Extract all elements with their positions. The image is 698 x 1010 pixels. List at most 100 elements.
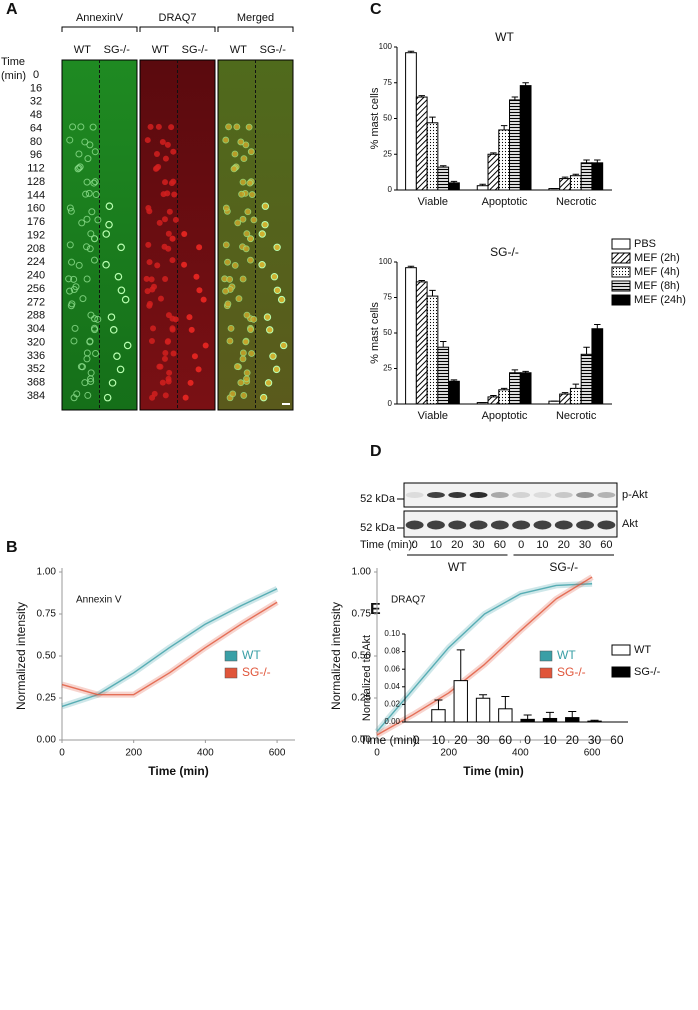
- x-axis-label: Time (min): [148, 764, 208, 778]
- cell: [91, 235, 99, 243]
- cell: [159, 138, 166, 145]
- lane-label: 60: [600, 539, 612, 551]
- legend-label: WT: [634, 644, 651, 656]
- x-tick-label: 400: [512, 748, 529, 759]
- cell: [102, 260, 110, 269]
- cell: [165, 312, 172, 319]
- chart-title: SG-/-: [490, 245, 519, 259]
- header-bracket: [61, 26, 138, 32]
- chart-title: DRAQ7: [391, 595, 426, 606]
- cell: [243, 375, 250, 383]
- cell: [243, 311, 251, 319]
- cell: [108, 379, 117, 387]
- y-tick-label: 0.00: [37, 735, 57, 746]
- cell: [264, 379, 273, 387]
- header-bracket: [139, 26, 216, 32]
- blot-band: [597, 520, 616, 530]
- error-bar: [450, 379, 458, 382]
- cell: [273, 243, 281, 252]
- cell: [239, 178, 247, 186]
- cell: [148, 276, 155, 283]
- cell: [66, 287, 74, 295]
- x-tick-label: 0: [59, 748, 65, 759]
- cell: [162, 276, 169, 283]
- x-tick-label: 10: [432, 733, 446, 747]
- cell: [182, 394, 189, 401]
- cell: [202, 342, 209, 349]
- cell: [222, 136, 230, 144]
- cell: [224, 258, 231, 266]
- cell: [231, 150, 239, 158]
- cell: [165, 230, 172, 237]
- time-label: 384: [27, 390, 45, 402]
- group-label: SG-/-: [549, 560, 578, 574]
- error-bar: [434, 699, 443, 710]
- cell: [165, 245, 172, 252]
- cell: [242, 141, 250, 149]
- cell: [77, 123, 85, 131]
- y-tick-label: 0.50: [37, 651, 57, 662]
- cell: [234, 363, 241, 370]
- cell: [91, 148, 99, 156]
- legend-label: SG-/-: [557, 665, 586, 679]
- time-title: (min): [1, 70, 26, 82]
- legend-label: MEF (4h): [634, 266, 680, 278]
- y-tick-label: 100: [379, 42, 393, 51]
- cell: [149, 286, 156, 293]
- bar: [519, 85, 532, 191]
- cell: [84, 391, 92, 399]
- marker-label: 52 kDa: [360, 522, 396, 534]
- cell: [166, 369, 173, 376]
- cell: [67, 207, 75, 215]
- cell: [161, 216, 168, 223]
- time-label: 192: [27, 229, 45, 241]
- lane-label: 0: [518, 539, 524, 551]
- cell: [170, 350, 177, 357]
- cell: [162, 392, 169, 399]
- cell: [92, 349, 100, 357]
- bar: [559, 393, 571, 405]
- bar: [569, 387, 582, 405]
- cell: [91, 326, 99, 334]
- cell: [78, 219, 86, 227]
- bar: [580, 353, 593, 405]
- cell: [224, 300, 232, 308]
- y-axis-label: Normalized intensity: [329, 602, 343, 710]
- bar: [448, 182, 460, 191]
- error-bar: [572, 383, 580, 389]
- trend-line: [376, 583, 593, 733]
- error-bar: [583, 159, 590, 163]
- blot-band: [490, 520, 509, 530]
- time-label: 256: [27, 283, 45, 295]
- time-label: 144: [27, 189, 45, 201]
- cell: [222, 287, 229, 295]
- cell: [152, 165, 159, 172]
- cell: [243, 230, 251, 238]
- blot-band: [533, 492, 552, 498]
- cell: [117, 243, 125, 252]
- bar: [509, 99, 521, 191]
- marker-label: 52 kDa: [360, 493, 396, 505]
- cell: [164, 141, 171, 148]
- legend-swatch: [611, 238, 631, 250]
- time-label: 304: [27, 323, 45, 335]
- legend-label: MEF (8h): [634, 280, 680, 292]
- legend-swatch: [224, 650, 238, 662]
- cell: [222, 241, 230, 249]
- channel-header: DRAQ7: [159, 12, 197, 24]
- y-axis-label: Normalized to Akt: [361, 635, 373, 721]
- time-label: 224: [27, 256, 45, 268]
- legend-swatch: [611, 266, 631, 278]
- error-bar: [440, 341, 447, 348]
- x-tick-label: 600: [584, 748, 601, 759]
- bar: [437, 166, 450, 191]
- legend-label: WT: [242, 648, 261, 662]
- y-tick-label: 0.10: [384, 629, 400, 638]
- blot-band: [512, 520, 531, 530]
- time-label: 320: [27, 336, 45, 348]
- y-tick-label: 25: [383, 149, 392, 158]
- time-label: 48: [30, 109, 42, 121]
- cell: [123, 341, 132, 350]
- cell: [235, 295, 243, 303]
- error-bar: [479, 183, 486, 186]
